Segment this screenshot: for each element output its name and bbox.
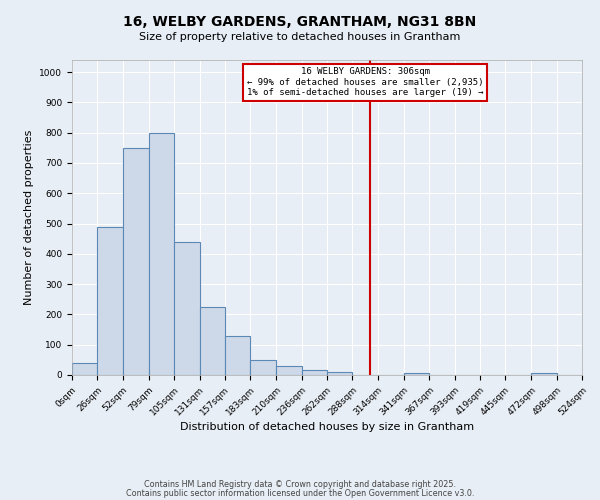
Text: 16 WELBY GARDENS: 306sqm
← 99% of detached houses are smaller (2,935)
1% of semi: 16 WELBY GARDENS: 306sqm ← 99% of detach… [247, 67, 484, 97]
Y-axis label: Number of detached properties: Number of detached properties [24, 130, 34, 305]
Text: Contains public sector information licensed under the Open Government Licence v3: Contains public sector information licen… [126, 488, 474, 498]
Bar [225, 336, 250, 375]
Text: 16, WELBY GARDENS, GRANTHAM, NG31 8BN: 16, WELBY GARDENS, GRANTHAM, NG31 8BN [124, 15, 476, 29]
Bar [199, 307, 225, 375]
X-axis label: Distribution of detached houses by size in Grantham: Distribution of detached houses by size … [180, 422, 474, 432]
Bar [250, 360, 277, 375]
Bar [302, 370, 327, 375]
Bar [327, 372, 352, 375]
Bar [97, 226, 122, 375]
Bar [72, 363, 97, 375]
Bar [404, 374, 429, 375]
Text: Size of property relative to detached houses in Grantham: Size of property relative to detached ho… [139, 32, 461, 42]
Bar [122, 148, 149, 375]
Text: Contains HM Land Registry data © Crown copyright and database right 2025.: Contains HM Land Registry data © Crown c… [144, 480, 456, 489]
Bar [174, 242, 200, 375]
Bar [277, 366, 302, 375]
Bar [149, 132, 174, 375]
Bar [532, 374, 557, 375]
